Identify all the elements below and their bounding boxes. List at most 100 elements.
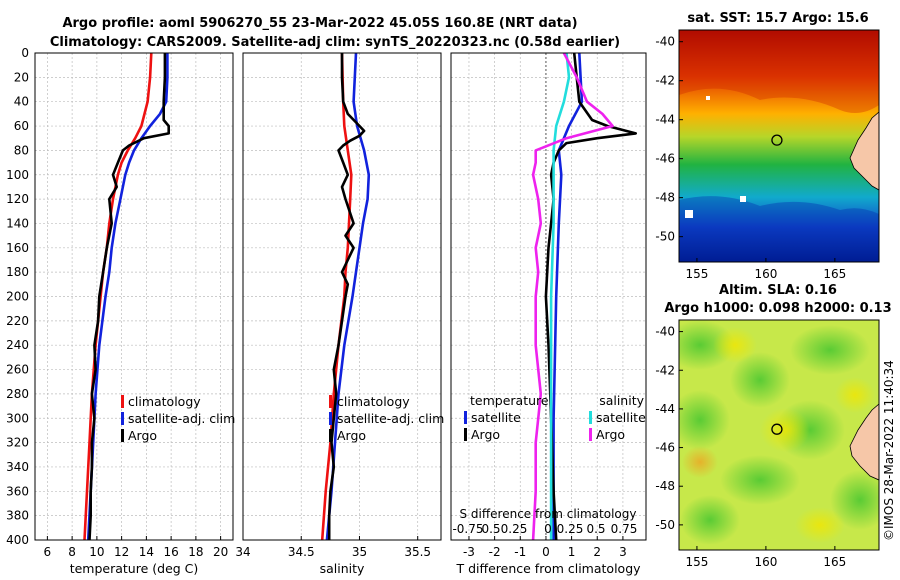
sst-map-axes: 155 160 165 -40 -42 -44 -46 -48 -50 <box>655 35 846 281</box>
sst-missing-pixel <box>685 210 693 218</box>
sst-warm-region <box>679 30 879 114</box>
map-y-tick-label: -40 <box>655 325 675 339</box>
salinity-panel: 34 34.5 35 35.5 salinity <box>235 52 442 576</box>
legend-t-argo: Argo <box>471 427 500 442</box>
x-axis-label: temperature (deg C) <box>70 561 199 576</box>
series-line-climatology <box>320 52 353 541</box>
depth-tick-label: 20 <box>14 70 29 84</box>
map-y-tick-label: -42 <box>655 74 675 88</box>
sla-anomaly <box>679 390 730 450</box>
sst-field <box>679 30 879 262</box>
x-tick-label: -3 <box>463 545 475 559</box>
temperature-legend: climatology satellite-adj. clim Argo <box>121 394 235 443</box>
series-line-satellite-adj-clim <box>86 53 169 541</box>
legend-swatch-blue <box>464 411 467 424</box>
x-tick-label: -1 <box>514 545 526 559</box>
sla-anomaly <box>682 446 718 478</box>
map-y-tick-label: -50 <box>655 230 675 244</box>
sla-map <box>679 320 879 550</box>
x-axis-label: T difference from climatology <box>455 561 641 576</box>
s-tick-label: 0.5 <box>481 522 500 536</box>
depth-tick-label: 0 <box>21 46 29 60</box>
x-tick-label: 6 <box>44 545 52 559</box>
s-difference-label: S difference from climatology <box>460 507 637 521</box>
map-x-tick-label: 165 <box>823 267 846 281</box>
map-x-tick-label: 155 <box>685 555 708 569</box>
x-tick-label: 20 <box>213 545 228 559</box>
sla-map-title-line2: Argo h1000: 0.098 h2000: 0.13 <box>664 301 891 316</box>
series-line-t-satellite <box>552 52 584 540</box>
legend-swatch-blue <box>329 412 332 425</box>
panel-frame <box>34 52 234 541</box>
series-line-s-argo <box>531 52 614 541</box>
sla-map-title-line1: Altim. SLA: 0.16 <box>719 283 837 298</box>
series-line-s-satellite <box>549 52 571 540</box>
s-tick-label: 0.25 <box>501 522 528 536</box>
sla-anomaly <box>713 327 757 363</box>
map-y-tick-label: -48 <box>655 479 675 493</box>
temperature-panel: 6 8 10 12 14 16 18 20 temperature (deg C) <box>34 52 234 576</box>
legend-swatch-magenta <box>589 428 592 441</box>
depth-tick-label: 360 <box>6 484 29 498</box>
sla-map-frame <box>678 319 880 551</box>
s-tick-label: 0.75 <box>611 522 638 536</box>
legend-argo: Argo <box>128 428 157 443</box>
map-y-tick-label: -50 <box>655 518 675 532</box>
map-y-tick-label: -46 <box>655 152 675 166</box>
depth-tick-label: 120 <box>6 192 29 206</box>
x-tick-label: 10 <box>89 545 104 559</box>
map-x-tick-label: 165 <box>823 555 846 569</box>
depth-tick-label: 300 <box>6 411 29 425</box>
figure-title-line1: Argo profile: aoml 5906270_55 23-Mar-202… <box>62 16 577 31</box>
sst-landmass <box>849 111 879 191</box>
legend-climatology: climatology <box>337 394 410 409</box>
depth-tick-label: 400 <box>6 533 29 547</box>
legend-temperature-heading: temperature <box>470 393 549 408</box>
x-tick-label: 34.5 <box>288 545 315 559</box>
series-line-argo <box>88 53 170 541</box>
legend-argo: Argo <box>337 428 366 443</box>
x-tick-label: 14 <box>139 545 154 559</box>
legend-swatch-red <box>329 395 332 408</box>
depth-tick-label: 160 <box>6 241 29 255</box>
sla-anomaly <box>795 507 845 543</box>
panel-frame <box>450 52 647 541</box>
imos-watermark: ©IMOS 28-Mar-2022 11:40:34 <box>882 360 896 541</box>
map-x-tick-label: 155 <box>685 267 708 281</box>
legend-s-argo: Argo <box>596 427 625 442</box>
s-tick-label: -0.75 <box>452 522 483 536</box>
s-tick-label: 0.25 <box>557 522 584 536</box>
s-tick-label: 0.5 <box>586 522 605 536</box>
s-difference-ticks: -0.750.5 0.25 0 0.25 0.5 0.75 <box>452 522 637 536</box>
x-tick-label: 3 <box>619 545 627 559</box>
legend-t-satellite: satellite <box>471 410 521 425</box>
sst-map <box>679 30 879 262</box>
sla-anomaly <box>790 325 870 375</box>
sla-map-axes: 155 160 165 -40 -42 -44 -46 -48 -50 <box>655 325 846 569</box>
x-tick-label: 1 <box>568 545 576 559</box>
series-line-satellite-adj-clim <box>325 52 371 541</box>
legend-swatch-black <box>121 429 124 442</box>
x-axis-label: salinity <box>320 561 365 576</box>
series-line-climatology <box>83 52 153 541</box>
depth-tick-label: 100 <box>6 168 29 182</box>
legend-swatch-red <box>121 395 124 408</box>
x-tick-label: 2 <box>593 545 601 559</box>
depth-tick-label: 240 <box>6 338 29 352</box>
depth-axis: 0 20 40 60 80 100 120 140 160 180 200 220 240 260 280 3… <box>6 46 29 547</box>
depth-tick-label: 200 <box>6 290 29 304</box>
depth-tick-label: 220 <box>6 314 29 328</box>
argo-position-marker <box>771 423 783 435</box>
x-tick-label: 8 <box>68 545 76 559</box>
sla-anomaly <box>720 455 800 505</box>
legend-satellite-adj: satellite-adj. clim <box>337 411 444 426</box>
sla-anomaly <box>730 352 790 408</box>
s-tick-label: 0 <box>544 522 552 536</box>
sst-map-title: sat. SST: 15.7 Argo: 15.6 <box>687 11 868 26</box>
sla-landmass <box>849 403 879 481</box>
depth-tick-label: 40 <box>14 95 29 109</box>
sla-anomaly <box>680 495 740 545</box>
argo-position-marker <box>771 134 783 146</box>
difference-panel: -3 -2 -1 0 1 2 3 T difference from climatology <box>450 52 647 576</box>
sst-missing-pixel <box>740 196 746 202</box>
